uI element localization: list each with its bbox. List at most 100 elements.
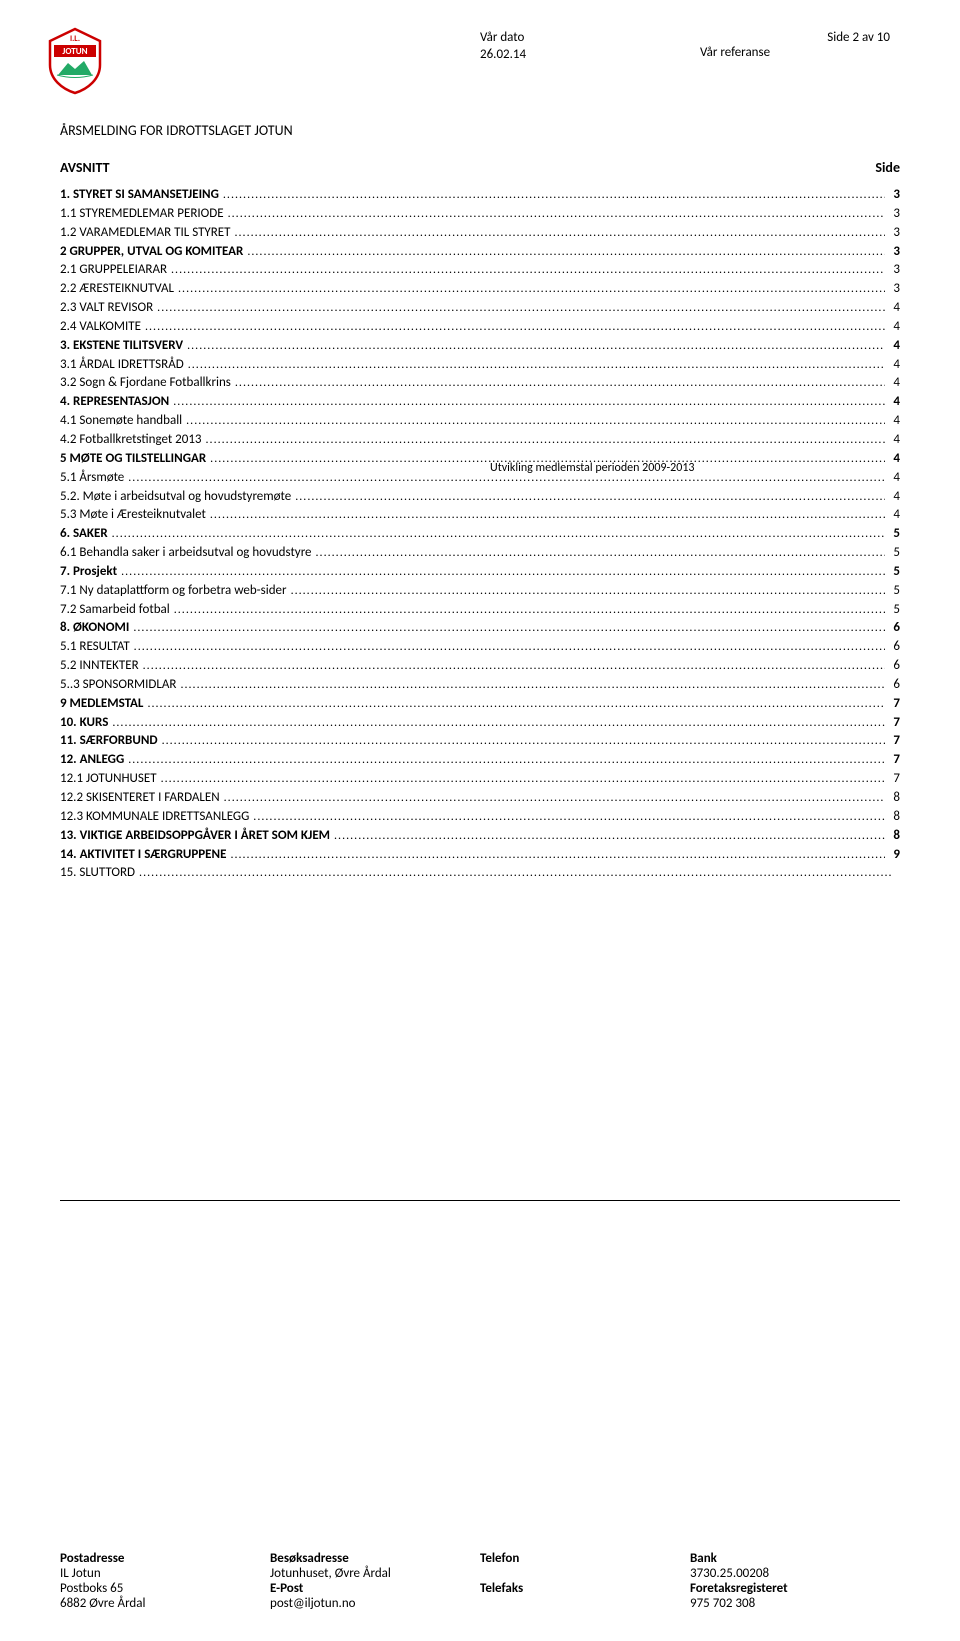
- toc-page: 7: [889, 695, 900, 714]
- toc-dots: [112, 525, 886, 544]
- footer-reg-hd: Foretaksregisteret: [690, 1581, 900, 1596]
- toc-label: 7.1 Ny dataplattform og forbetra web-sid…: [60, 582, 287, 601]
- toc-page: 5: [889, 544, 900, 563]
- toc-page: 3: [889, 186, 900, 205]
- toc-label: 12.2 SKISENTERET I FARDALEN: [60, 789, 220, 808]
- toc-row: 6. SAKER 5: [60, 525, 900, 544]
- footer-bank-hd: Bank: [690, 1551, 900, 1566]
- toc-page: 4: [889, 299, 900, 318]
- logo-text-mid: JOTUN: [62, 46, 87, 57]
- toc-dots: [210, 506, 886, 525]
- footer-reg-l1: 975 702 308: [690, 1596, 900, 1611]
- toc-row: 7.1 Ny dataplattform og forbetra web-sid…: [60, 582, 900, 601]
- toc-label: 11. SÆRFORBUND: [60, 732, 158, 751]
- toc-dots: [157, 299, 885, 318]
- toc-row: 3.2 Sogn & Fjordane Fotballkrins4: [60, 374, 900, 393]
- toc-row: 8. ØKONOMI 6: [60, 619, 900, 638]
- footer-phone-hd: Telefon: [480, 1551, 690, 1566]
- toc-page: 3: [889, 243, 900, 262]
- toc-dots: [173, 393, 885, 412]
- toc-label: 5.2. Møte i arbeidsutval og hovudstyremø…: [60, 488, 291, 507]
- toc-label: 2 GRUPPER, UTVAL OG KOMITEAR: [60, 243, 243, 262]
- toc-label: 4. REPRESENTASJON: [60, 393, 169, 412]
- toc-page: 4: [889, 506, 900, 525]
- toc-row: 4.2 Fotballkretstinget 20134: [60, 431, 900, 450]
- toc-row: 12. ANLEGG7: [60, 751, 900, 770]
- page-number: Side 2 av 10: [700, 30, 890, 45]
- toc-label: 1.1 STYREMEDLEMAR PERIODE: [60, 205, 224, 224]
- toc-heading-left: AVSNITT: [60, 159, 110, 176]
- toc-dots: [223, 186, 886, 205]
- toc-page: 6: [889, 657, 900, 676]
- toc-page: 8: [889, 808, 900, 827]
- toc-row: 2.4 VALKOMITE4: [60, 318, 900, 337]
- header-row: Vår dato 26.02.14 Side 2 av 10 Vår refer…: [180, 30, 900, 62]
- toc-page: 4: [889, 337, 900, 356]
- toc-label: 7.2 Samarbeid fotbal: [60, 601, 170, 620]
- toc-label: 5.1 Årsmøte: [60, 469, 124, 488]
- toc-label: 6. SAKER: [60, 525, 108, 544]
- toc-row: 9 MEDLEMSTAL 7: [60, 695, 900, 714]
- toc-dots: [139, 864, 892, 883]
- toc-dots: [228, 205, 886, 224]
- toc-dots: [171, 261, 885, 280]
- toc-row: 4. REPRESENTASJON4: [60, 393, 900, 412]
- toc-dots: [162, 732, 886, 751]
- toc-dots: [253, 808, 885, 827]
- overlay-note: Utvikling medlemstal perioden 2009-2013: [490, 461, 695, 475]
- toc-row: 3.1 ÅRDAL IDRETTSRÅD4: [60, 356, 900, 375]
- toc-row: 5.3 Møte i Æresteiknutvalet 4: [60, 506, 900, 525]
- toc-page: 4: [889, 356, 900, 375]
- toc-page: 4: [889, 318, 900, 337]
- toc-page: 5: [889, 525, 900, 544]
- toc-label: 6.1 Behandla saker i arbeidsutval og hov…: [60, 544, 312, 563]
- toc-page: 4: [889, 469, 900, 488]
- toc-label: 2.1 GRUPPELEIARAR: [60, 261, 167, 280]
- toc-page: 8: [889, 789, 900, 808]
- toc-row: 5.1 RESULTAT6: [60, 638, 900, 657]
- toc-row: 13. VIKTIGE ARBEIDSOPPGÅVER I ÅRET SOM K…: [60, 827, 900, 846]
- toc-dots: [147, 695, 885, 714]
- toc-label: 9 MEDLEMSTAL: [60, 695, 143, 714]
- toc-dots: [121, 563, 885, 582]
- toc-page: 4: [889, 488, 900, 507]
- toc-dots: [295, 488, 885, 507]
- toc-page: 7: [889, 770, 900, 789]
- toc-row: 1. STYRET SI SAMANSETJEING3: [60, 186, 900, 205]
- footer-col-phone: Telefon Telefaks: [480, 1551, 690, 1611]
- toc-label: 15. SLUTTORD: [60, 864, 135, 883]
- toc-dots: [112, 714, 885, 733]
- toc-dots: [186, 412, 885, 431]
- toc-page: 6: [889, 619, 900, 638]
- toc-row: 2.2 ÆRESTEIKNUTVAL3: [60, 280, 900, 299]
- toc-row: 2.1 GRUPPELEIARAR3: [60, 261, 900, 280]
- toc-dots: [178, 280, 885, 299]
- toc-label: 5.3 Møte i Æresteiknutvalet: [60, 506, 206, 525]
- toc-label: 4.1 Sonemøte handball: [60, 412, 182, 431]
- toc-dots: [224, 789, 886, 808]
- footer-separator: [60, 1200, 900, 1201]
- toc-row: 2 GRUPPER, UTVAL OG KOMITEAR 3: [60, 243, 900, 262]
- toc-dots: [161, 770, 886, 789]
- toc: 1. STYRET SI SAMANSETJEING31.1 STYREMEDL…: [60, 186, 900, 883]
- toc-dots: [230, 846, 885, 865]
- toc-label: 14. AKTIVITET I SÆRGRUPPENE: [60, 846, 226, 865]
- footer-post-l1: IL Jotun: [60, 1566, 270, 1581]
- toc-label: 8. ØKONOMI: [60, 619, 129, 638]
- toc-row: 1.2 VARAMEDLEMAR TIL STYRET3: [60, 224, 900, 243]
- toc-row: 5.2 INNTEKTER6: [60, 657, 900, 676]
- toc-page: 3: [889, 280, 900, 299]
- toc-row: 6.1 Behandla saker i arbeidsutval og hov…: [60, 544, 900, 563]
- toc-heading-right: Side: [875, 159, 900, 176]
- document-title: ÅRSMELDING FOR IDROTTSLAGET JOTUN: [60, 122, 900, 139]
- toc-row: 5.2. Møte i arbeidsutval og hovudstyremø…: [60, 488, 900, 507]
- toc-row: 12.3 KOMMUNALE IDRETTSANLEGG8: [60, 808, 900, 827]
- header-col-ref: Side 2 av 10 Vår referanse: [700, 30, 900, 62]
- toc-label: 10. KURS: [60, 714, 108, 733]
- toc-row: 14. AKTIVITET I SÆRGRUPPENE9: [60, 846, 900, 865]
- footer-post-hd: Postadresse: [60, 1551, 270, 1566]
- toc-row: 3. EKSTENE TILITSVERV4: [60, 337, 900, 356]
- logo-text-top: I.L.: [70, 34, 80, 44]
- footer-col-bank: Bank 3730.25.00208 Foretaksregisteret 97…: [690, 1551, 900, 1611]
- page-body: I.L. JOTUN Vår dato 26.02.14 Side 2 av 1…: [0, 0, 960, 1200]
